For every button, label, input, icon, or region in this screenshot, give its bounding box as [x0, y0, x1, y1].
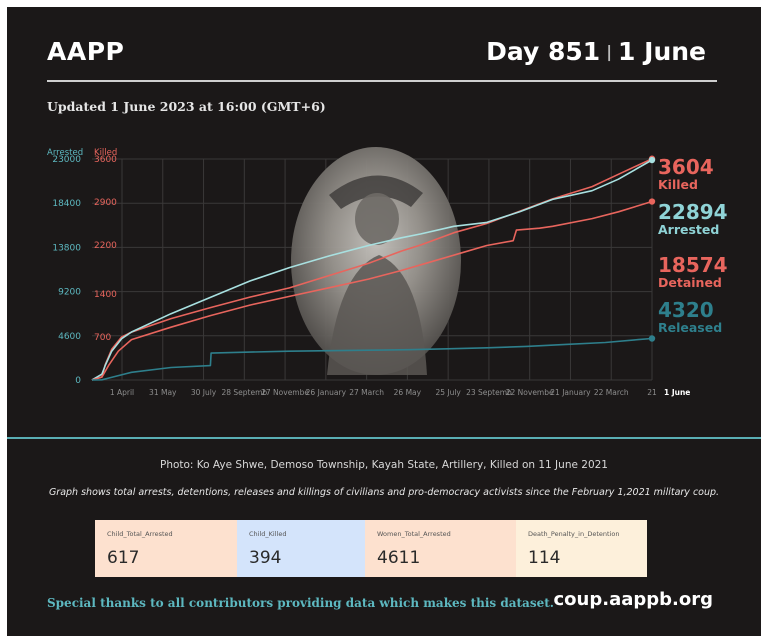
x-tick-label: 21 — [647, 388, 657, 397]
arrested-tick-label: 9200 — [58, 288, 81, 298]
day-date: 1 June — [618, 37, 706, 66]
x-tick-label: 28 Septemb — [221, 388, 267, 397]
series-released — [91, 337, 653, 381]
arrested-tick-label: 4600 — [58, 332, 81, 342]
x-tick-label: 23 Septemb — [466, 388, 512, 397]
arrested-axis-title: Arrested — [47, 148, 83, 158]
endpoint-arrested — [648, 156, 656, 164]
killed-axis-title: Killed — [94, 148, 117, 158]
cumulative-chart: 0 4600 9200 13800 18400 23000 700 1400 2200 2900 3… — [47, 147, 728, 397]
x-tick-label: 27 March — [349, 388, 384, 397]
infographic-panel: AAPP Day 851 | 1 June Updated 1 June 2023 … — [7, 7, 761, 636]
arrested-tick-label: 0 — [75, 376, 81, 386]
x-tick-label: 1 June — [664, 388, 690, 397]
stat-value: 394 — [249, 548, 282, 568]
x-tick-label: 26 January — [306, 388, 347, 397]
section-divider — [7, 437, 761, 439]
brand-title: AAPP — [47, 37, 125, 66]
stat-child-killed: Child_Killed 394 — [237, 520, 365, 577]
endpoint-released — [648, 335, 656, 342]
legend-value: 22894 — [658, 200, 728, 224]
day-counter: Day 851 | 1 June — [486, 37, 706, 66]
chart-series — [91, 155, 656, 381]
stat-value: 114 — [528, 548, 561, 568]
legend-value: 18574 — [658, 253, 728, 277]
stats-bar: Child_Total_Arrested 617 Child_Killed 39… — [95, 520, 647, 577]
endpoint-detained — [648, 198, 656, 205]
killed-tick-label: 1400 — [94, 290, 117, 300]
updated-timestamp: Updated 1 June 2023 at 16:00 (GMT+6) — [47, 99, 326, 114]
axis-labels: 0 4600 9200 13800 18400 23000 700 1400 2200 2900 3… — [47, 148, 690, 397]
x-tick-label: 27 Novembe — [261, 388, 309, 397]
killed-tick-label: 2200 — [94, 241, 117, 251]
x-tick-label: 21 January — [550, 388, 591, 397]
killed-tick-label: 3600 — [94, 155, 117, 165]
arrested-tick-label: 18400 — [52, 199, 81, 209]
thanks-note: Special thanks to all contributors provi… — [47, 596, 554, 610]
series-arrested — [91, 159, 653, 381]
x-tick-label: 26 May — [394, 388, 422, 397]
day-label: Day 851 — [486, 37, 601, 66]
legend-label: Arrested — [658, 222, 719, 237]
chart-note: Graph shows total arrests, detentions, r… — [48, 487, 720, 498]
stat-value: 617 — [107, 548, 140, 568]
killed-tick-label: 2900 — [94, 198, 117, 208]
stat-value: 4611 — [377, 548, 421, 568]
website-link[interactable]: coup.aappb.org — [553, 589, 714, 610]
arrested-tick-label: 23000 — [52, 155, 81, 165]
stat-label: Death_Penalty_in_Detention — [528, 530, 620, 538]
series-detained — [91, 200, 653, 381]
stat-label: Child_Total_Arrested — [107, 530, 173, 538]
x-tick-label: 31 May — [149, 388, 177, 397]
x-tick-label: 25 July — [435, 388, 461, 397]
stat-label: Child_Killed — [249, 530, 287, 538]
legend-label: Detained — [658, 275, 722, 290]
stat-label: Women_Total_Arrested — [377, 530, 451, 538]
killed-tick-label: 700 — [94, 333, 111, 343]
legend-label: Killed — [658, 177, 698, 192]
day-separator: | — [606, 42, 613, 61]
legend-value: 4320 — [658, 298, 714, 322]
x-tick-label: 1 April — [110, 388, 134, 397]
x-tick-label: 22 March — [594, 388, 629, 397]
arrested-tick-label: 13800 — [52, 243, 81, 253]
x-tick-label: 30 July — [191, 388, 217, 397]
header-rule — [47, 80, 717, 82]
stat-death-penalty: Death_Penalty_in_Detention 114 — [516, 520, 647, 577]
stat-women-total-arrested: Women_Total_Arrested 4611 — [365, 520, 516, 577]
photo-credit: Photo: Ko Aye Shwe, Demoso Township, Kay… — [159, 459, 608, 471]
x-tick-label: 22 Novembe — [506, 388, 554, 397]
stat-child-total-arrested: Child_Total_Arrested 617 — [95, 520, 237, 577]
legend-value: 3604 — [658, 155, 714, 179]
legend-label: Released — [658, 320, 722, 335]
